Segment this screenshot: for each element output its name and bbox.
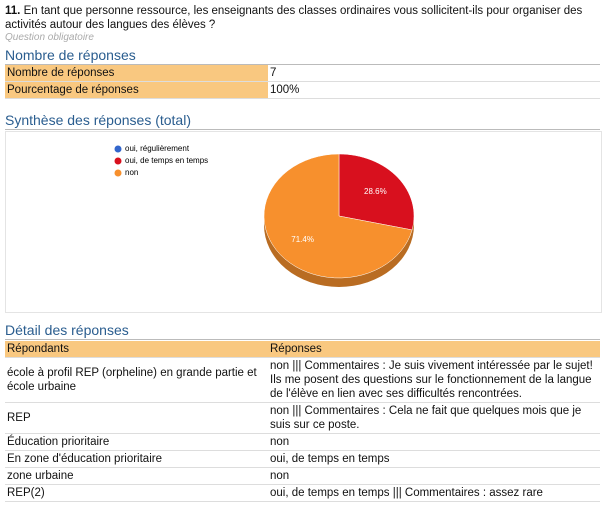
cell: REP(2) <box>5 484 268 502</box>
legend-swatch <box>114 157 122 165</box>
row: Pourcentage de réponses 100% <box>5 81 600 99</box>
question-note: Question obligatoire <box>5 32 94 43</box>
legend-label: oui, régulièrement <box>125 144 190 153</box>
cell: 100% <box>268 81 600 99</box>
question-number: 11. <box>5 5 21 17</box>
cell: 7 <box>268 65 600 82</box>
section-title: Synthèse des réponses (total) <box>5 112 600 130</box>
row: REP(2) oui, de temps en temps ||| Comment… <box>5 484 600 502</box>
cell: école à profil REP (orpheline) en grande… <box>5 357 268 403</box>
row: Éducation prioritaire non <box>5 433 600 451</box>
section-title: Nombre de réponses <box>5 47 600 65</box>
legend-label: non <box>125 168 138 177</box>
cell: oui, de temps en temps ||| Commentaires … <box>268 484 600 502</box>
summary-table: Nombre de réponses 7 Pourcentage de répon… <box>5 65 600 99</box>
header-cell: Réponses <box>268 341 600 358</box>
cell: zone urbaine <box>5 467 268 485</box>
cell: Nombre de réponses <box>5 65 268 82</box>
legend-swatch <box>114 145 122 153</box>
pie-slice <box>338 153 415 231</box>
header-row: Répondants Réponses <box>5 341 600 358</box>
cell: REP <box>5 402 268 434</box>
row: Nombre de réponses 7 <box>5 65 600 82</box>
pie-slice <box>263 153 413 279</box>
cell: Pourcentage de réponses <box>5 81 268 99</box>
row: REP non ||| Commentaires : Cela ne fait q… <box>5 402 600 434</box>
row: école à profil REP (orpheline) en grande… <box>5 357 600 403</box>
cell: non <box>268 433 600 451</box>
row: En zone d'éducation prioritaire oui, de t… <box>5 450 600 468</box>
legend-label: oui, de temps en temps <box>125 156 208 165</box>
legend-swatch <box>114 169 122 177</box>
chart-box: oui, régulièrement oui, de temps en temps… <box>5 131 602 313</box>
chart: oui, régulièrement oui, de temps en temps… <box>114 144 415 287</box>
cell: En zone d'éducation prioritaire <box>5 450 268 468</box>
cell: non <box>268 467 600 485</box>
cell: Éducation prioritaire <box>5 433 268 451</box>
cell: non ||| Commentaires : Je suis vivement … <box>268 357 600 403</box>
question-text: En tant que personne ressource, les ense… <box>5 5 583 31</box>
cell: non ||| Commentaires : Cela ne fait que … <box>268 402 600 434</box>
question: 11. En tant que personne ressource, les … <box>5 4 597 32</box>
data-label: 71.4% <box>291 235 314 244</box>
cell: oui, de temps en temps <box>268 450 600 468</box>
row: zone urbaine non <box>5 467 600 485</box>
header-cell: Répondants <box>5 341 268 358</box>
section-title: Détail des réponses <box>5 322 600 340</box>
details-table: Répondants Réponses école à profil REP (o… <box>5 341 600 502</box>
data-label: 28.6% <box>364 187 387 196</box>
